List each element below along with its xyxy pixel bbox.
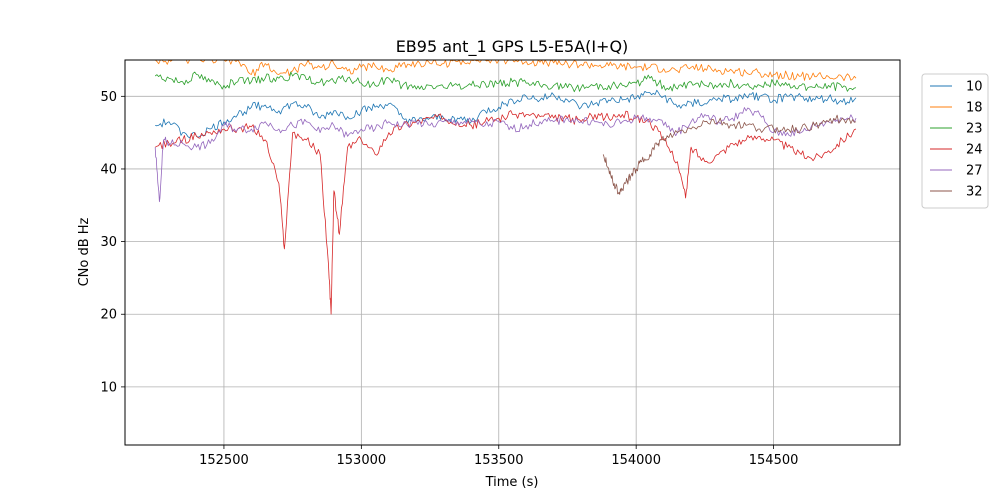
x-tick-label: 154500 — [749, 453, 799, 468]
legend-entry-18: 18 — [966, 101, 983, 116]
legend-entry-27: 27 — [966, 164, 983, 179]
y-tick-label: 10 — [100, 380, 117, 395]
x-tick-label: 152500 — [199, 453, 249, 468]
series-line-24 — [155, 110, 857, 315]
grid — [125, 60, 900, 445]
ticks: 152500 153000 153500 154000 154500 10 20 30 40 50 — [100, 90, 798, 468]
x-tick-label: 153500 — [474, 453, 524, 468]
x-tick-label: 153000 — [337, 453, 387, 468]
y-tick-label: 50 — [100, 90, 117, 105]
y-tick-label: 20 — [100, 308, 117, 323]
series-line-18 — [154, 60, 857, 82]
legend-entry-24: 24 — [966, 143, 983, 158]
series-line-10 — [155, 89, 857, 139]
x-axis-label: Time (s) — [485, 475, 539, 490]
series-line-27 — [154, 107, 857, 203]
series-layer — [154, 60, 857, 315]
chart-title: EB95 ant_1 GPS L5-E5A(I+Q) — [396, 37, 629, 57]
legend: 10 18 23 24 27 32 — [921, 73, 989, 209]
legend-entry-10: 10 — [966, 80, 983, 95]
series-line-32 — [602, 114, 857, 195]
y-tick-label: 40 — [100, 162, 117, 177]
legend-entry-23: 23 — [966, 122, 983, 137]
y-axis-label: CNo dB Hz — [77, 217, 92, 286]
series-line-23 — [154, 71, 857, 93]
legend-entry-32: 32 — [966, 185, 983, 200]
plot-frame — [124, 59, 901, 446]
y-tick-label: 30 — [100, 235, 117, 250]
x-tick-label: 154000 — [611, 453, 661, 468]
